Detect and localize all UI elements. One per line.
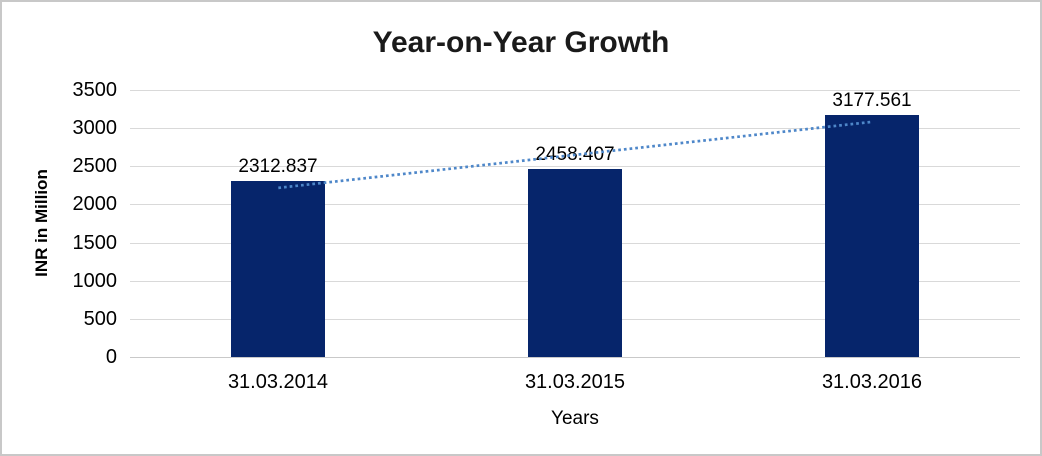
x-axis-line [130,357,1020,358]
data-label: 2312.837 [238,156,318,177]
y-tick-label: 500 [83,308,117,330]
y-axis-title: INR in Million [32,169,51,277]
gridline [130,166,1020,167]
y-tick-label: 2500 [72,155,118,177]
gridline [130,90,1020,91]
data-label: 3177.561 [832,90,912,111]
y-tick-label: 1500 [72,232,118,254]
plot-area: 2312.8372458.4073177.561 [130,90,1020,358]
bar-31.03.2015 [528,169,622,357]
x-tick-label: 31.03.2014 [227,371,329,393]
trendline-layer [278,120,872,190]
y-tick-label: 0 [105,346,117,368]
chart-title: Year-on-Year Growth [372,26,670,59]
trendline [278,120,872,190]
y-tick-label: 2000 [72,193,118,215]
x-tick-label: 31.03.2016 [821,371,923,393]
gridline [130,128,1020,129]
bar-31.03.2016 [825,115,919,357]
y-tick-label: 3500 [72,79,118,101]
bar-31.03.2014 [231,181,325,357]
x-axis-title: Years [551,408,599,429]
y-tick-label: 1000 [72,270,118,292]
y-tick-label: 3000 [72,117,118,139]
x-tick-label: 31.03.2015 [524,371,626,393]
